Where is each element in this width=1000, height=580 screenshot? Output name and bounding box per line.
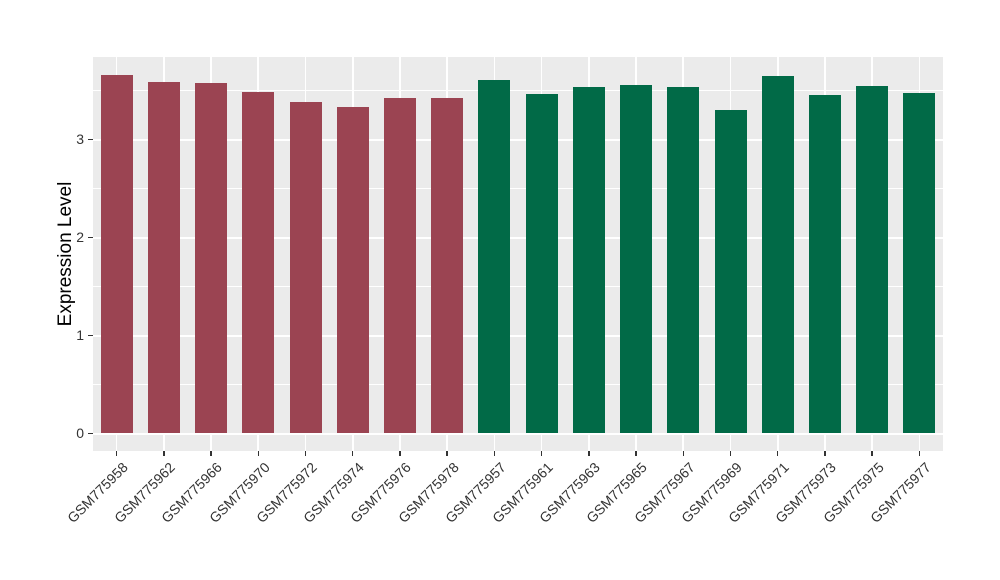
x-tick-mark — [163, 451, 165, 456]
x-tick-mark — [210, 451, 212, 456]
x-tick-mark — [682, 451, 684, 456]
x-tick-mark — [446, 451, 448, 456]
x-tick-mark — [493, 451, 496, 456]
bar-GSM775963 — [572, 87, 605, 434]
x-tick-mark — [588, 451, 590, 456]
bar-GSM775973 — [808, 95, 841, 434]
y-tick-label: 1 — [76, 327, 84, 344]
bar-GSM775970 — [242, 92, 275, 434]
gridline-major — [93, 139, 943, 141]
bar-GSM775975 — [856, 86, 889, 434]
bar-GSM775978 — [431, 98, 464, 434]
y-tick-label: 2 — [76, 229, 84, 246]
gridline-major — [93, 433, 943, 435]
bar-GSM775971 — [761, 75, 794, 434]
plot-panel — [93, 57, 943, 451]
gridline-minor — [93, 188, 943, 190]
bar-GSM775962 — [147, 82, 180, 434]
gridline-major — [93, 237, 943, 239]
gridline-minor — [93, 286, 943, 288]
x-tick-mark — [352, 451, 354, 456]
gridline-major — [93, 335, 943, 337]
x-tick-mark — [635, 451, 637, 456]
y-tick-mark — [88, 334, 93, 337]
y-tick-mark — [88, 138, 93, 141]
bar-GSM775966 — [195, 83, 228, 434]
gridline-minor — [93, 384, 943, 386]
bar-GSM775974 — [336, 106, 369, 434]
y-tick-mark — [88, 432, 93, 435]
x-tick-mark — [918, 451, 921, 456]
x-tick-mark — [399, 451, 401, 456]
x-tick-mark — [777, 451, 779, 456]
bar-GSM775976 — [383, 98, 416, 434]
y-tick-mark — [88, 236, 93, 239]
bar-GSM775957 — [478, 79, 511, 434]
bar-GSM775977 — [903, 93, 936, 434]
x-tick-mark — [257, 451, 259, 456]
y-axis-title: Expression Level — [55, 181, 76, 327]
x-tick-mark — [729, 451, 732, 456]
x-tick-mark — [540, 451, 543, 456]
bar-GSM775967 — [667, 87, 700, 434]
x-tick-mark — [871, 451, 873, 456]
bar-GSM775972 — [289, 102, 322, 434]
y-tick-label: 0 — [76, 425, 84, 442]
y-tick-label: 3 — [76, 131, 84, 148]
bar-GSM775965 — [620, 85, 653, 434]
bar-GSM775961 — [525, 94, 558, 434]
bar-GSM775958 — [100, 74, 133, 434]
x-tick-mark — [824, 451, 826, 456]
x-tick-mark — [304, 451, 307, 456]
x-tick-mark — [115, 451, 118, 456]
gridline-minor — [93, 90, 943, 92]
bar-GSM775969 — [714, 109, 747, 434]
